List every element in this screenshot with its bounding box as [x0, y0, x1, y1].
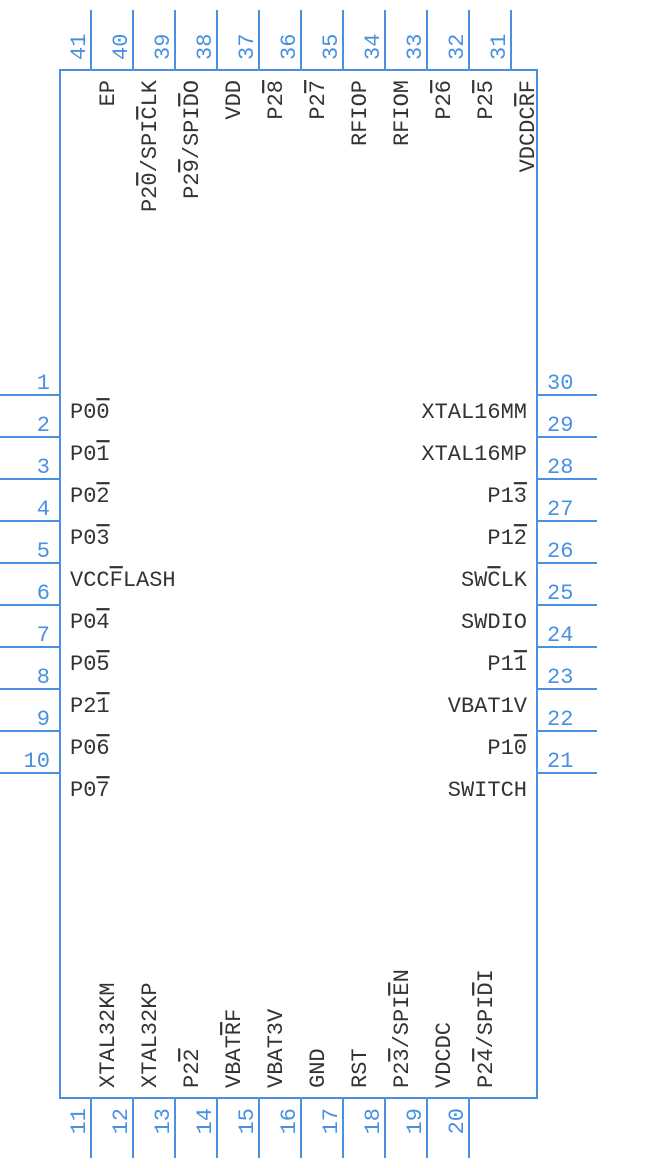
pin-number: 26 — [547, 539, 573, 564]
pin-label: P24/SPIDI — [474, 969, 499, 1088]
pin-number: 22 — [547, 707, 573, 732]
pin-number: 36 — [277, 34, 302, 60]
pin-label: P23/SPIEN — [390, 969, 415, 1088]
pin-number: 41 — [67, 34, 92, 60]
pin-number: 20 — [445, 1108, 470, 1134]
pin-number: 40 — [109, 34, 134, 60]
pin-label: P13 — [487, 484, 527, 509]
pin-label: P27 — [306, 80, 331, 120]
pin-label: P00 — [70, 400, 110, 425]
pin-label: RST — [348, 1048, 373, 1088]
pin-label: XTAL32KP — [138, 982, 163, 1088]
pin-number: 18 — [361, 1108, 386, 1134]
pin-label: XTAL16MP — [421, 442, 527, 467]
pin-number: 4 — [37, 497, 50, 522]
pin-label: P04 — [70, 610, 110, 635]
pin-label: VBAT3V — [264, 1008, 289, 1088]
pin-number: 15 — [235, 1108, 260, 1134]
pin-number: 33 — [403, 34, 428, 60]
pin-number: 28 — [547, 455, 573, 480]
pin-label: VDCDC — [432, 1022, 457, 1088]
pin-label: P12 — [487, 526, 527, 551]
pin-label: EP — [96, 80, 121, 106]
pin-label: P22 — [180, 1048, 205, 1088]
pin-label: P26 — [432, 80, 457, 120]
pin-number: 9 — [37, 707, 50, 732]
pin-label: SWCLK — [461, 568, 528, 593]
pin-label: SWITCH — [448, 778, 527, 803]
pin-number: 21 — [547, 749, 573, 774]
pin-number: 37 — [235, 34, 260, 60]
pin-label: P06 — [70, 736, 110, 761]
pin-number: 1 — [37, 371, 50, 396]
pin-number: 29 — [547, 413, 573, 438]
pin-label: VDCDCRF — [516, 80, 541, 172]
pin-label: P20/SPICLK — [138, 79, 163, 212]
pin-number: 34 — [361, 34, 386, 60]
pin-label: XTAL32KM — [96, 982, 121, 1088]
pin-number: 32 — [445, 34, 470, 60]
pin-number: 24 — [547, 623, 573, 648]
pin-number: 19 — [403, 1108, 428, 1134]
pin-number: 3 — [37, 455, 50, 480]
pin-number: 13 — [151, 1108, 176, 1134]
pin-number: 39 — [151, 34, 176, 60]
pin-label: P11 — [487, 652, 527, 677]
pin-number: 10 — [24, 749, 50, 774]
pin-number: 17 — [319, 1108, 344, 1134]
pin-label: VDD — [222, 80, 247, 120]
pin-number: 27 — [547, 497, 573, 522]
pin-label: P03 — [70, 526, 110, 551]
pin-label: RFIOP — [348, 80, 373, 146]
pin-number: 16 — [277, 1108, 302, 1134]
pin-number: 7 — [37, 623, 50, 648]
pin-label: P01 — [70, 442, 110, 467]
pin-number: 31 — [487, 34, 512, 60]
pin-number: 6 — [37, 581, 50, 606]
pin-label: SWDIO — [461, 610, 527, 635]
pin-number: 14 — [193, 1108, 218, 1134]
pin-number: 5 — [37, 539, 50, 564]
chip-pinout-diagram: 1 P00 2 P01 3 P02 4 P03 5 VCCFLASH 6 P04 7 P05 8 P21 9 P0… — [0, 0, 648, 1168]
pin-label: P10 — [487, 736, 527, 761]
pin-number: 38 — [193, 34, 218, 60]
pin-label: P21 — [70, 694, 110, 719]
pin-label: P25 — [474, 80, 499, 120]
pin-label: VBAT1V — [448, 694, 528, 719]
pin-label: P05 — [70, 652, 110, 677]
pin-number: 25 — [547, 581, 573, 606]
pin-number: 30 — [547, 371, 573, 396]
pin-label: VCCFLASH — [70, 568, 176, 593]
pin-label: XTAL16MM — [421, 400, 527, 425]
pin-number: 8 — [37, 665, 50, 690]
pin-label: RFIOM — [390, 80, 415, 146]
pin-number: 12 — [109, 1108, 134, 1134]
pin-label: P29/SPIDO — [180, 80, 205, 199]
pin-label: P28 — [264, 80, 289, 120]
pin-number: 11 — [67, 1108, 92, 1134]
pin-label: GND — [306, 1048, 331, 1088]
pin-number: 2 — [37, 413, 50, 438]
pin-number: 23 — [547, 665, 573, 690]
pin-number: 35 — [319, 34, 344, 60]
pin-label: P07 — [70, 778, 110, 803]
pin-label: VBATRF — [222, 1009, 247, 1088]
pin-label: P02 — [70, 484, 110, 509]
